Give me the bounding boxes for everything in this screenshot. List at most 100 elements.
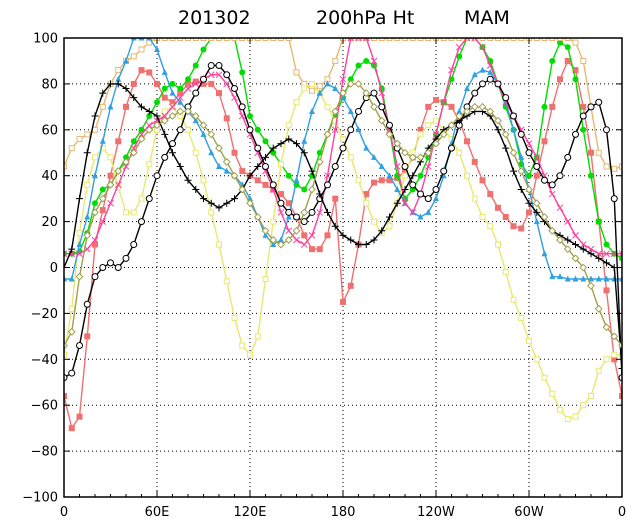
data-point [300, 208, 309, 217]
data-point [207, 71, 215, 79]
data-point [177, 38, 184, 41]
y-tick-label: −40 [31, 353, 58, 368]
data-point [371, 179, 377, 186]
data-point [246, 199, 254, 208]
series-8 [64, 79, 622, 350]
data-point [230, 171, 239, 180]
data-point [394, 38, 401, 41]
data-point [603, 163, 610, 170]
data-point [433, 117, 439, 124]
data-point [169, 38, 176, 41]
data-point [192, 149, 199, 156]
data-point [417, 38, 424, 41]
data-point [533, 153, 541, 161]
data-point [603, 287, 610, 294]
data-point [285, 38, 292, 41]
data-point [502, 144, 510, 152]
data-point [300, 149, 308, 157]
data-point [192, 117, 199, 124]
data-point [285, 213, 292, 220]
data-point [277, 140, 285, 148]
data-point [68, 369, 76, 377]
data-point [270, 218, 277, 225]
data-point [177, 98, 184, 105]
data-point [153, 172, 161, 180]
data-point [316, 209, 324, 216]
data-point [331, 126, 339, 134]
data-point [440, 38, 447, 41]
data-point [123, 103, 129, 110]
data-point [285, 208, 293, 216]
data-point [494, 80, 502, 88]
data-point [440, 167, 448, 175]
data-point [169, 103, 176, 111]
data-point [355, 107, 362, 115]
data-point [324, 172, 331, 180]
data-point [518, 225, 525, 232]
data-point [549, 273, 556, 280]
x-tick-label: 0 [618, 505, 626, 520]
series-5 [64, 38, 622, 258]
data-point [161, 94, 168, 101]
data-point [532, 199, 541, 208]
data-point [99, 207, 106, 214]
data-point [455, 112, 464, 120]
data-point [169, 149, 176, 157]
data-point [301, 232, 308, 239]
data-point [223, 167, 230, 174]
data-point [549, 38, 556, 41]
data-point [487, 191, 494, 198]
data-point [185, 126, 191, 133]
x-tick-label: 60E [145, 505, 170, 520]
data-point [347, 126, 355, 134]
data-point [425, 38, 432, 41]
data-point [603, 250, 610, 258]
data-point [556, 236, 564, 244]
series-layer [64, 38, 622, 432]
data-point [231, 84, 238, 92]
data-point [439, 130, 448, 139]
data-point [563, 245, 572, 254]
data-point [64, 351, 67, 358]
data-point [308, 232, 316, 239]
data-point [479, 38, 486, 41]
y-tick-label: −60 [31, 399, 58, 414]
data-point [355, 241, 362, 249]
data-point [603, 259, 610, 267]
data-point [146, 69, 153, 76]
data-point [425, 103, 432, 110]
data-point [603, 275, 610, 282]
data-point [587, 281, 595, 290]
data-point [254, 177, 261, 184]
data-point [200, 46, 207, 53]
data-point [347, 282, 354, 289]
data-point [362, 89, 371, 97]
data-point [541, 250, 548, 257]
data-point [603, 126, 610, 134]
data-point [595, 275, 602, 282]
y-tick-label: 80 [41, 77, 58, 92]
data-point [464, 172, 470, 179]
data-point [619, 163, 622, 170]
data-point [200, 177, 207, 184]
data-point [464, 138, 470, 145]
data-point [548, 190, 556, 198]
data-point [161, 68, 168, 75]
data-point [68, 250, 76, 258]
data-point [479, 214, 486, 221]
data-point [84, 181, 91, 188]
data-point [463, 107, 471, 116]
data-point [424, 148, 433, 157]
data-point [402, 38, 408, 41]
data-point [137, 135, 146, 143]
data-point [324, 80, 331, 87]
data-point [67, 327, 76, 336]
data-point [572, 232, 579, 239]
data-point [301, 85, 308, 92]
data-point [370, 236, 378, 244]
data-point [595, 98, 603, 106]
data-point [541, 138, 548, 145]
data-point [161, 130, 169, 138]
data-point [347, 76, 354, 83]
